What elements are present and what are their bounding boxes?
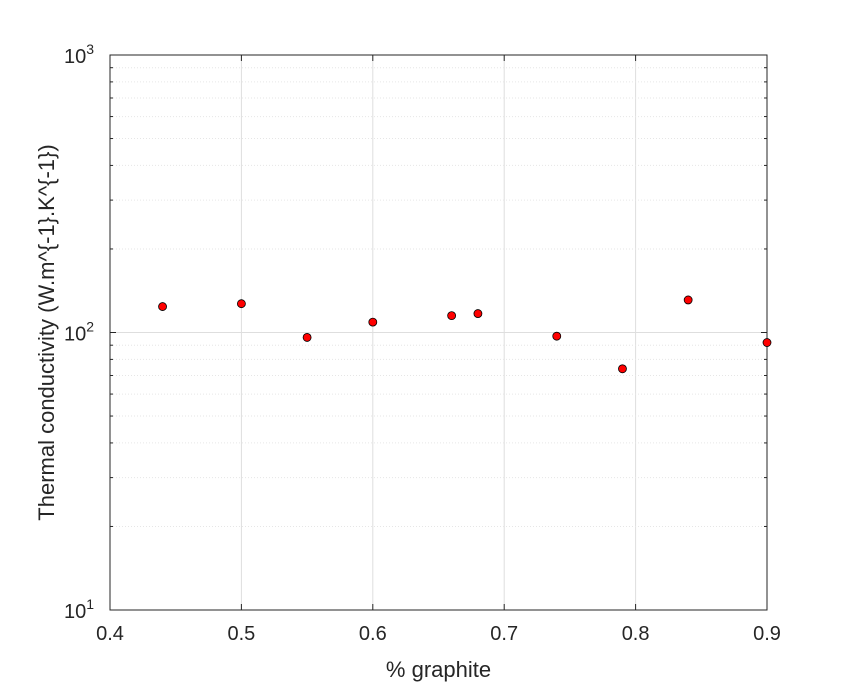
x-tick-label: 0.6	[359, 623, 387, 645]
y-tick-label: 101	[64, 596, 94, 623]
x-tick-label: 0.7	[490, 623, 518, 645]
data-point	[473, 309, 483, 318]
data-points	[158, 295, 772, 374]
x-tick-label: 0.5	[227, 623, 255, 645]
data-point	[302, 333, 312, 342]
data-point	[762, 338, 772, 347]
y-axis-label: Thermal conductivity (W.m^{-1}.K^{-1})	[34, 144, 59, 520]
y-tick-label: 102	[64, 319, 94, 346]
x-tick-label: 0.8	[622, 623, 650, 645]
data-point	[618, 364, 627, 374]
y-tick-labels: 101 102 103	[64, 41, 94, 623]
x-tick-labels: 0.4 0.5 0.6 0.7 0.8 0.9	[96, 623, 781, 645]
x-tick-label: 0.4	[96, 623, 124, 645]
data-point	[447, 311, 457, 321]
data-point	[368, 317, 378, 327]
x-tick-label: 0.9	[753, 623, 781, 645]
data-point	[683, 295, 693, 305]
y-tick-label: 103	[64, 41, 94, 68]
x-axis-label: % graphite	[386, 657, 491, 682]
data-point	[552, 331, 562, 341]
data-point	[236, 299, 246, 309]
data-point	[158, 302, 167, 311]
grid	[109, 55, 768, 611]
